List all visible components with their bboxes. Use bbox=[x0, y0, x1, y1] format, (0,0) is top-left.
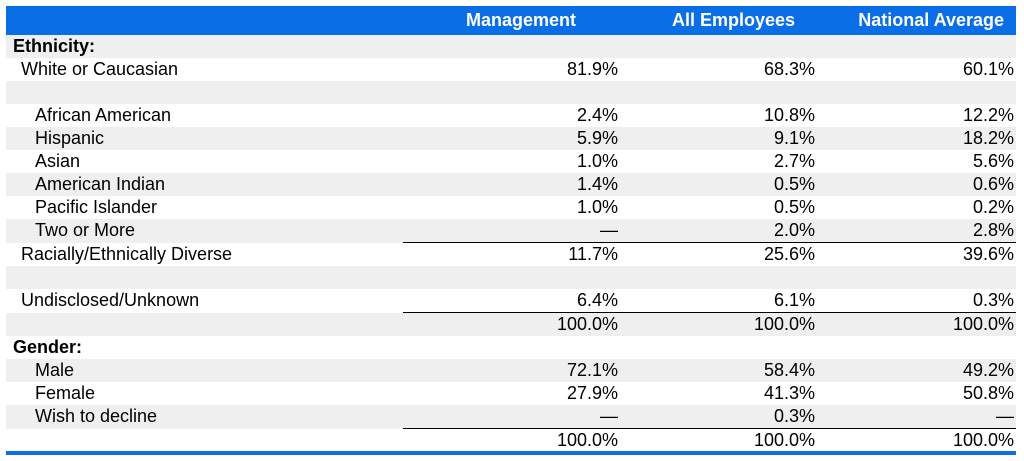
table-row: American Indian 1.4% 0.5% 0.6% bbox=[6, 173, 1016, 196]
row-label: Two or More bbox=[6, 219, 403, 243]
cell-all-employees: 6.1% bbox=[773, 290, 815, 310]
table-row bbox=[6, 266, 1016, 289]
table-row: African American 2.4% 10.8% 12.2% bbox=[6, 104, 1016, 127]
cell-all-employees: 41.3% bbox=[763, 383, 815, 403]
cell-management: 11.7% bbox=[403, 242, 620, 266]
header-national-average: National Average bbox=[817, 6, 1016, 35]
header-management: Management bbox=[403, 6, 620, 35]
row-label: White or Caucasian bbox=[21, 59, 179, 79]
cell-management bbox=[403, 81, 620, 104]
cell-all-employees: 100.0% bbox=[620, 428, 817, 452]
row-label: Racially/Ethnically Diverse bbox=[21, 243, 233, 264]
row-label: Male bbox=[6, 359, 403, 382]
cell-management: 1.0% bbox=[576, 197, 618, 217]
total-row: 100.0% 100.0% 100.0% bbox=[6, 312, 1016, 336]
subtotal-row: Racially/Ethnically Diverse 11.7% 25.6% … bbox=[6, 242, 1016, 266]
cell-national-average: — bbox=[817, 405, 1016, 429]
table-row: Female 27.9% 41.3% 50.8% bbox=[6, 382, 1016, 405]
row-label bbox=[6, 266, 403, 289]
row-label: African American bbox=[35, 105, 172, 125]
row-label: American Indian bbox=[6, 173, 403, 196]
row-label bbox=[6, 312, 403, 336]
cell-management: — bbox=[403, 219, 620, 243]
cell-management: 6.4% bbox=[576, 290, 618, 310]
row-label: Undisclosed/Unknown bbox=[21, 290, 200, 311]
cell-all-employees bbox=[620, 35, 817, 58]
cell-all-employees: 2.0% bbox=[620, 219, 817, 243]
demographics-table: Management All Employees National Averag… bbox=[6, 6, 1016, 452]
cell-national-average bbox=[817, 35, 1016, 58]
table-row: Undisclosed/Unknown 6.4% 6.1% 0.3% bbox=[6, 289, 1016, 313]
cell-national-average: 49.2% bbox=[817, 359, 1016, 382]
table-row: Wish to decline — 0.3% — bbox=[6, 405, 1016, 429]
row-label: Asian bbox=[35, 151, 81, 171]
cell-national-average: 0.6% bbox=[817, 173, 1016, 196]
cell-national-average: 50.8% bbox=[962, 383, 1014, 403]
cell-management: 100.0% bbox=[403, 428, 620, 452]
cell-management: — bbox=[403, 405, 620, 429]
row-label: Pacific Islander bbox=[35, 197, 158, 217]
cell-all-employees: 9.1% bbox=[620, 127, 817, 150]
header-label-cell bbox=[6, 6, 403, 35]
cell-national-average bbox=[817, 81, 1016, 104]
cell-all-employees: 2.7% bbox=[773, 151, 815, 171]
cell-all-employees: 100.0% bbox=[620, 312, 817, 336]
cell-national-average: 100.0% bbox=[817, 428, 1016, 452]
cell-national-average: 5.6% bbox=[972, 151, 1014, 171]
table-row: Gender: bbox=[6, 336, 1016, 359]
cell-management: 5.9% bbox=[403, 127, 620, 150]
row-label: Hispanic bbox=[6, 127, 403, 150]
header-all-employees: All Employees bbox=[620, 6, 817, 35]
cell-national-average: 100.0% bbox=[817, 312, 1016, 336]
cell-management bbox=[403, 336, 620, 359]
row-label: Gender: bbox=[13, 337, 83, 357]
table-row: Hispanic 5.9% 9.1% 18.2% bbox=[6, 127, 1016, 150]
table-row: Ethnicity: bbox=[6, 35, 1016, 58]
cell-all-employees bbox=[620, 336, 817, 359]
cell-management bbox=[403, 35, 620, 58]
cell-national-average: 0.3% bbox=[972, 290, 1014, 310]
cell-national-average: 12.2% bbox=[962, 105, 1014, 125]
cell-all-employees: 0.5% bbox=[773, 197, 815, 217]
row-label: Wish to decline bbox=[6, 405, 403, 429]
cell-all-employees: 68.3% bbox=[763, 59, 815, 79]
cell-all-employees bbox=[620, 81, 817, 104]
cell-all-employees: 58.4% bbox=[620, 359, 817, 382]
cell-national-average: 39.6% bbox=[817, 242, 1016, 266]
cell-management: 81.9% bbox=[566, 59, 618, 79]
cell-management: 100.0% bbox=[403, 312, 620, 336]
cell-management: 1.0% bbox=[576, 151, 618, 171]
cell-all-employees: 10.8% bbox=[763, 105, 815, 125]
cell-national-average: 18.2% bbox=[817, 127, 1016, 150]
table-row: Two or More — 2.0% 2.8% bbox=[6, 219, 1016, 243]
total-row: 100.0% 100.0% 100.0% bbox=[6, 428, 1016, 453]
bottom-accent-bar bbox=[6, 451, 1016, 455]
cell-all-employees: 0.3% bbox=[620, 405, 817, 429]
cell-national-average: 2.8% bbox=[817, 219, 1016, 243]
cell-national-average bbox=[817, 266, 1016, 289]
cell-all-employees bbox=[620, 266, 817, 289]
cell-national-average bbox=[817, 336, 1016, 359]
row-label: Female bbox=[35, 383, 96, 403]
cell-management: 1.4% bbox=[403, 173, 620, 196]
table-row: Pacific Islander 1.0% 0.5% 0.2% bbox=[6, 196, 1016, 219]
table-row: Asian 1.0% 2.7% 5.6% bbox=[6, 150, 1016, 173]
table-row bbox=[6, 81, 1016, 104]
cell-all-employees: 25.6% bbox=[620, 242, 817, 266]
cell-all-employees: 0.5% bbox=[620, 173, 817, 196]
cell-national-average: 60.1% bbox=[962, 59, 1014, 79]
cell-management: 72.1% bbox=[403, 359, 620, 382]
cell-management: 2.4% bbox=[576, 105, 618, 125]
table-row: Male 72.1% 58.4% 49.2% bbox=[6, 359, 1016, 382]
table-row: White or Caucasian 81.9% 68.3% 60.1% bbox=[6, 58, 1016, 81]
cell-management bbox=[403, 266, 620, 289]
cell-management: 27.9% bbox=[566, 383, 618, 403]
cell-national-average: 0.2% bbox=[972, 197, 1014, 217]
demographics-table-container: Management All Employees National Averag… bbox=[6, 6, 1016, 452]
row-label: Ethnicity: bbox=[6, 35, 403, 58]
row-label bbox=[6, 429, 403, 453]
header-row: Management All Employees National Averag… bbox=[6, 6, 1016, 35]
row-label bbox=[6, 81, 403, 104]
